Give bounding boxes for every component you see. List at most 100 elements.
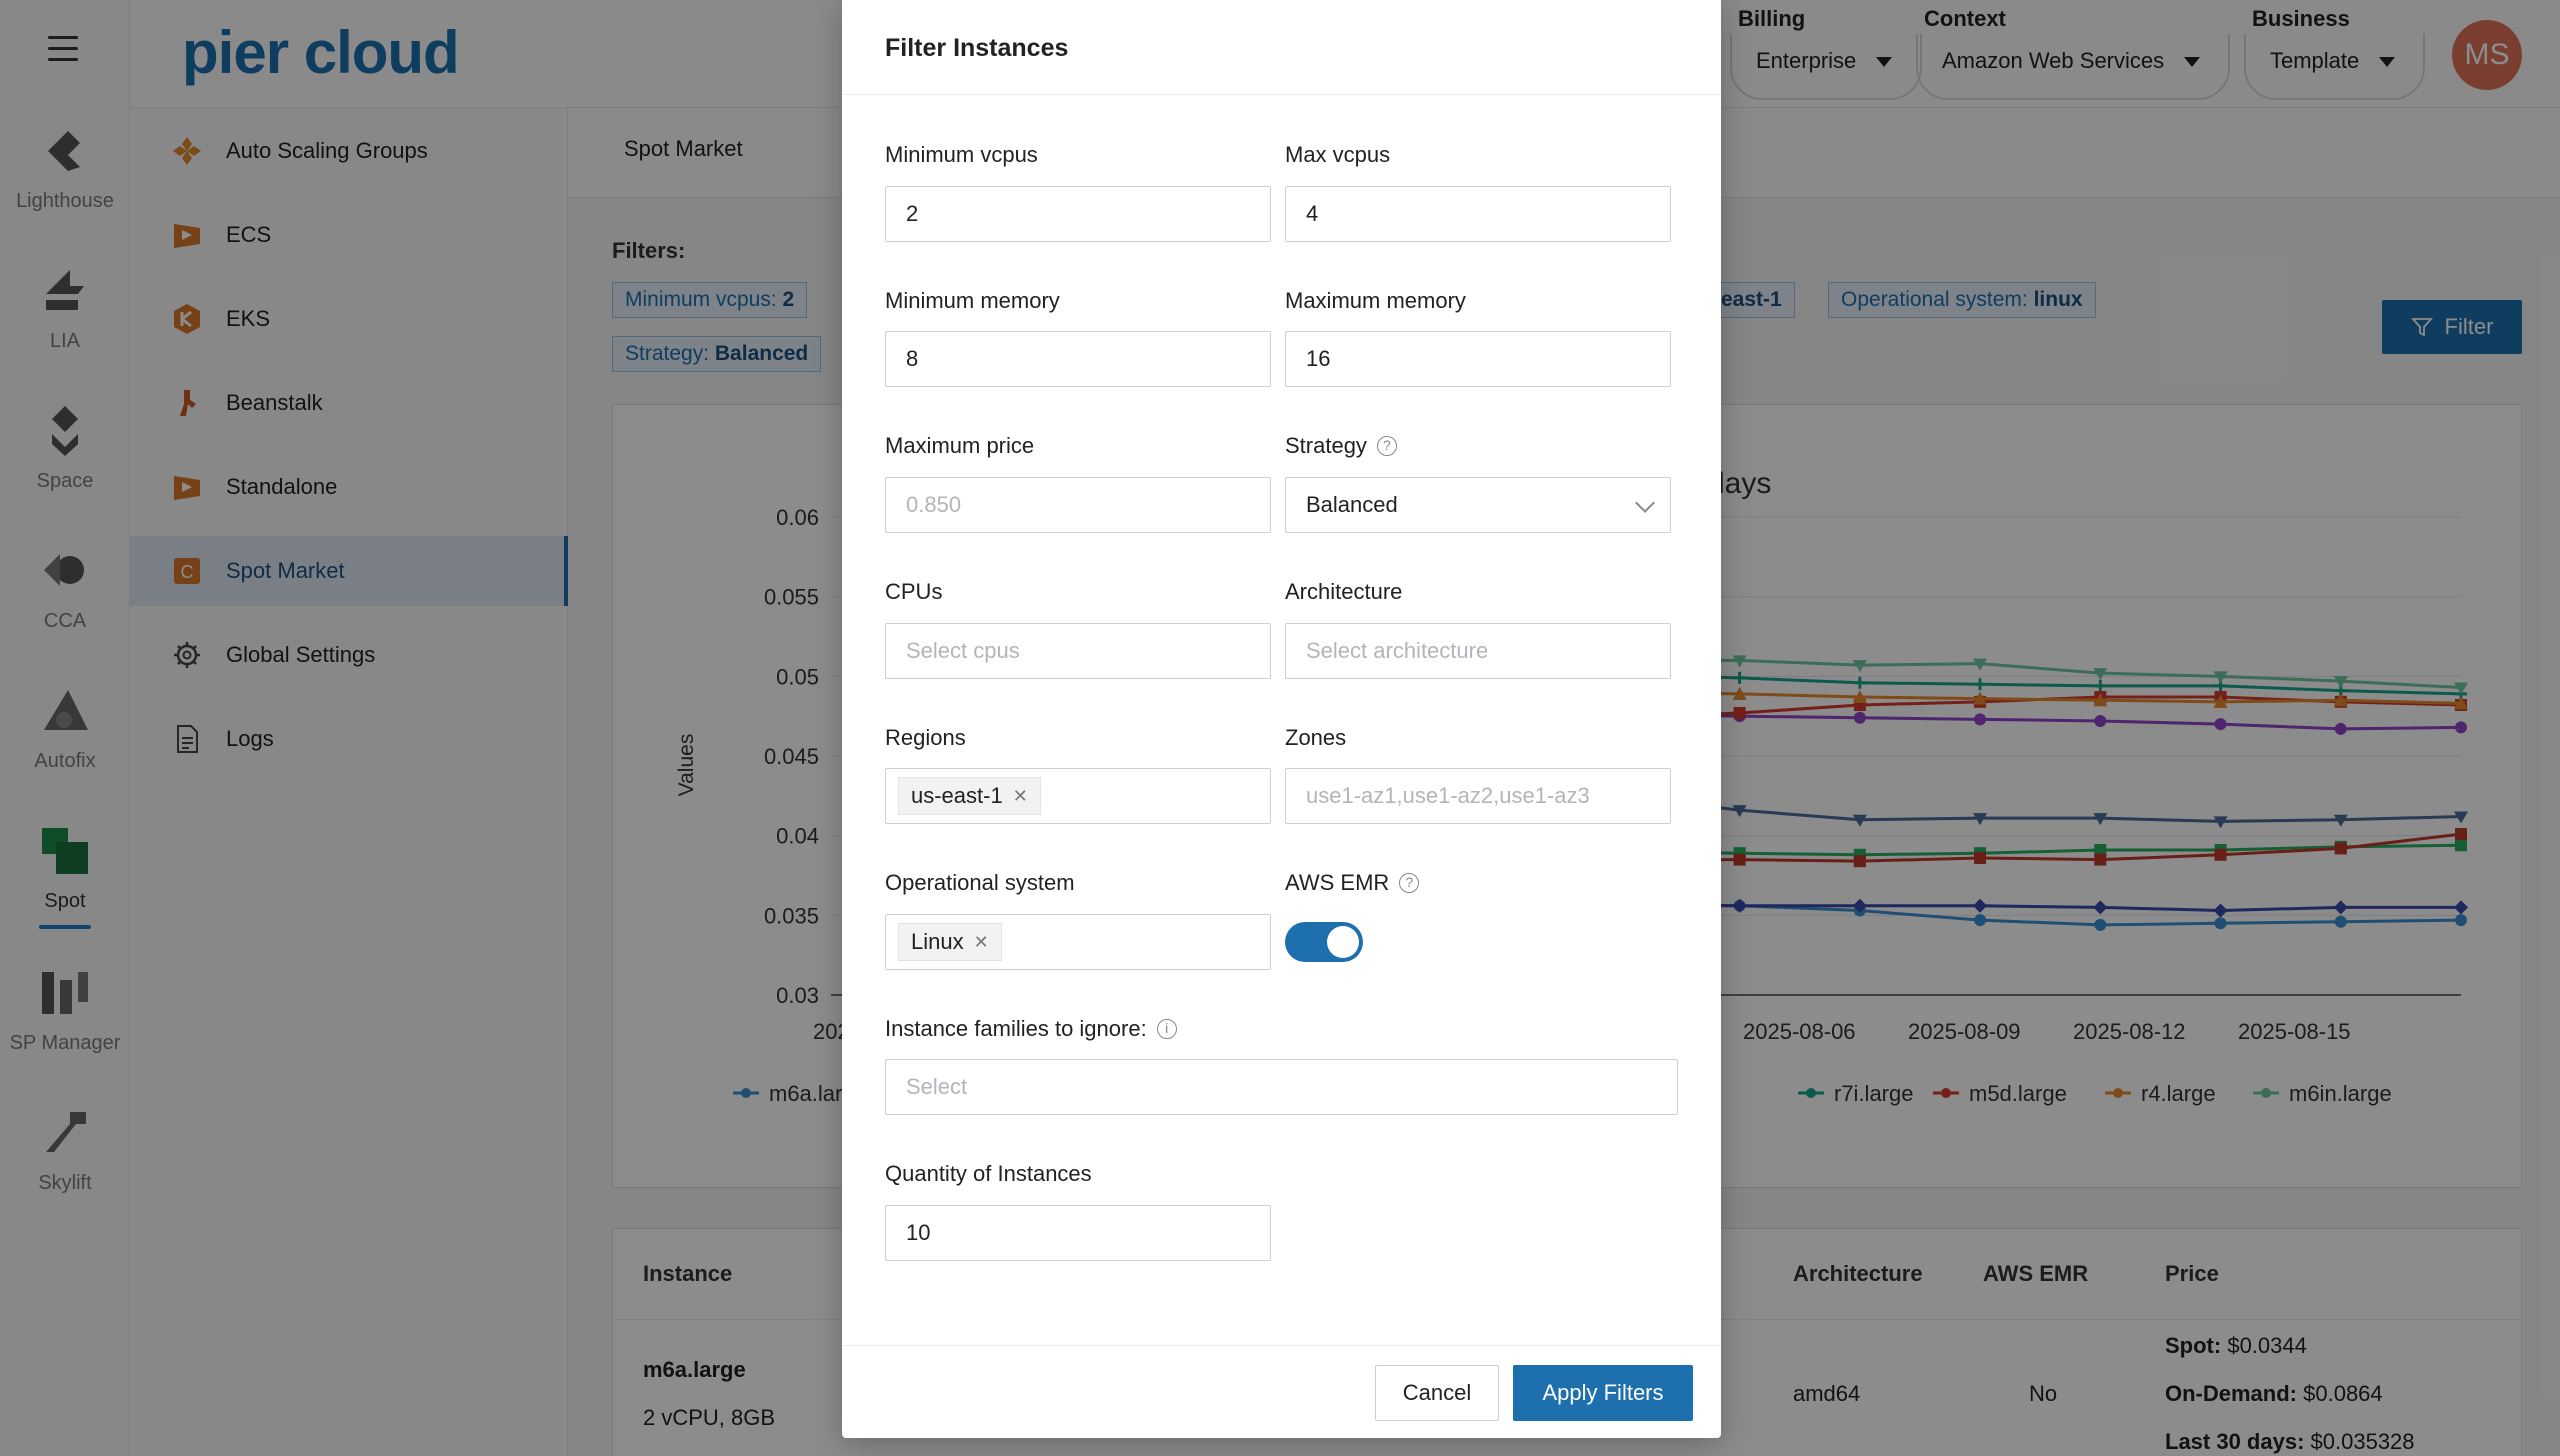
- billing-selector[interactable]: Billing Enterprise: [1730, 6, 1923, 100]
- max-memory-input[interactable]: 16: [1285, 331, 1671, 387]
- y-axis-label: Values: [675, 734, 698, 797]
- tag-key: Strategy:: [625, 342, 710, 365]
- data-point: [2455, 839, 2467, 852]
- sidebar: Auto Scaling Groups ECS EKS Beanstalk St…: [130, 108, 568, 1456]
- business-selector[interactable]: Business Template: [2244, 6, 2426, 100]
- rail-item-sp-manager[interactable]: SP Manager: [0, 962, 130, 1055]
- avatar[interactable]: MS: [2452, 20, 2522, 90]
- cpus-select[interactable]: Select cpus: [885, 623, 1271, 679]
- col-header-architecture[interactable]: Architecture: [1793, 1261, 1923, 1286]
- gear-icon: [174, 642, 200, 668]
- region-chip-label: us-east-1: [911, 783, 1003, 808]
- cancel-button[interactable]: Cancel: [1375, 1365, 1499, 1421]
- rail-label: CCA: [43, 610, 87, 632]
- col-header-instance[interactable]: Instance: [643, 1261, 733, 1286]
- regions-select[interactable]: us-east-1 ✕: [885, 768, 1271, 824]
- caret-down-icon: [2379, 57, 2396, 68]
- sidebar-item-label: Logs: [226, 726, 274, 751]
- quantity-input[interactable]: 10: [885, 1205, 1271, 1261]
- divider: [842, 94, 1721, 95]
- data-point: [2455, 828, 2467, 841]
- emr-label: AWS EMR?: [1285, 870, 1420, 896]
- max-vcpus-input[interactable]: 4: [1285, 186, 1671, 242]
- sidebar-item-label: Auto Scaling Groups: [226, 138, 428, 163]
- rail-item-cca[interactable]: CCA: [0, 540, 130, 633]
- filter-tag[interactable]: Minimum vcpus: 2: [612, 282, 808, 318]
- data-point: [1973, 813, 1988, 826]
- spot-price: Spot: $0.0344: [2165, 1333, 2307, 1359]
- tag-key: Operational system:: [1841, 288, 2028, 311]
- sidebar-item-spot-market[interactable]: C Spot Market: [130, 536, 568, 606]
- menu-icon[interactable]: [48, 36, 78, 62]
- rail-item-autofix[interactable]: Autofix: [0, 680, 130, 773]
- rail-item-spot[interactable]: Spot: [0, 820, 130, 929]
- info-icon[interactable]: i: [1156, 1019, 1177, 1039]
- sidebar-item-logs[interactable]: Logs: [130, 704, 568, 774]
- quantity-label: Quantity of Instances: [885, 1161, 1092, 1186]
- help-icon[interactable]: ?: [1399, 873, 1420, 893]
- architecture-select[interactable]: Select architecture: [1285, 623, 1671, 679]
- rail-label: LIA: [49, 330, 81, 352]
- close-icon[interactable]: ✕: [1012, 785, 1028, 806]
- data-point: [1732, 898, 1747, 913]
- data-point: [1733, 671, 1746, 684]
- data-point: [2454, 811, 2468, 824]
- col-header-price[interactable]: Price: [2165, 1261, 2219, 1286]
- sidebar-item-eks[interactable]: EKS: [130, 284, 568, 354]
- strategy-value: Balanced: [1306, 492, 1398, 517]
- min-memory-input[interactable]: 8: [885, 331, 1271, 387]
- sidebar-item-beanstalk[interactable]: Beanstalk: [130, 368, 568, 438]
- rail-item-lia[interactable]: LIA: [0, 260, 130, 353]
- rail-item-space[interactable]: Space: [0, 400, 130, 493]
- data-point: [2213, 671, 2228, 684]
- sidebar-item-ecs[interactable]: ECS: [130, 200, 568, 270]
- tab-spot-market[interactable]: Spot Market: [624, 136, 743, 161]
- data-point: [2454, 900, 2468, 915]
- eks-icon: [174, 304, 200, 334]
- emr-label-text: AWS EMR: [1285, 870, 1390, 895]
- y-tick-label: 0.035: [764, 903, 819, 928]
- context-selector[interactable]: Context Amazon Web Services: [1916, 6, 2231, 100]
- legend-marker: [1941, 1088, 1951, 1098]
- filter-button[interactable]: Filter: [2382, 300, 2522, 354]
- caret-down-icon: [1876, 57, 1893, 68]
- os-select[interactable]: Linux ✕: [885, 914, 1271, 970]
- strategy-select[interactable]: Balanced: [1285, 477, 1671, 533]
- rail-item-skylift[interactable]: Skylift: [0, 1102, 130, 1195]
- close-icon[interactable]: ✕: [973, 931, 989, 952]
- sidebar-item-auto-scaling-groups[interactable]: Auto Scaling Groups: [130, 116, 568, 186]
- lia-icon: [46, 270, 84, 310]
- sidebar-item-global-settings[interactable]: Global Settings: [130, 620, 568, 690]
- data-point: [1973, 658, 1988, 671]
- filter-button-label: Filter: [2444, 314, 2494, 339]
- instance-name[interactable]: m6a.large: [643, 1357, 746, 1382]
- filter-tag[interactable]: Strategy: Balanced: [612, 336, 822, 372]
- last30-price: Last 30 days: $0.035328: [2165, 1429, 2415, 1455]
- pier-cloud-logo[interactable]: pier cloud: [182, 19, 460, 86]
- data-point: [2213, 694, 2228, 708]
- lighthouse-icon: [48, 131, 80, 171]
- rail-label: Autofix: [34, 750, 96, 772]
- ignore-label-text: Instance families to ignore:: [885, 1016, 1147, 1041]
- filter-tag[interactable]: Operational system: linux: [1828, 282, 2096, 318]
- help-icon[interactable]: ?: [1376, 436, 1397, 456]
- sidebar-item-standalone[interactable]: Standalone: [130, 452, 568, 522]
- data-point: [2213, 816, 2228, 829]
- last30-value: $0.035328: [2310, 1429, 2415, 1454]
- rail-item-lighthouse[interactable]: Lighthouse: [0, 120, 130, 213]
- filter-tag[interactable]: east-1: [1708, 282, 1795, 318]
- emr-toggle[interactable]: [1285, 922, 1363, 962]
- col-header-aws-emr[interactable]: AWS EMR: [1983, 1261, 2089, 1286]
- legend-marker: [741, 1088, 751, 1098]
- data-point: [1974, 678, 1987, 691]
- min-memory-label: Minimum memory: [885, 288, 1060, 313]
- data-point: [1732, 686, 1747, 700]
- data-point: [2334, 842, 2347, 855]
- zones-input[interactable]: use1-az1,use1-az2,use1-az3: [1285, 768, 1671, 824]
- ignore-families-select[interactable]: Select: [885, 1059, 1678, 1115]
- data-point: [2333, 676, 2348, 689]
- y-tick-label: 0.06: [776, 505, 819, 530]
- apply-filters-button[interactable]: Apply Filters: [1513, 1365, 1693, 1421]
- min-vcpus-input[interactable]: 2: [885, 186, 1271, 242]
- max-price-input[interactable]: 0.850: [885, 477, 1271, 533]
